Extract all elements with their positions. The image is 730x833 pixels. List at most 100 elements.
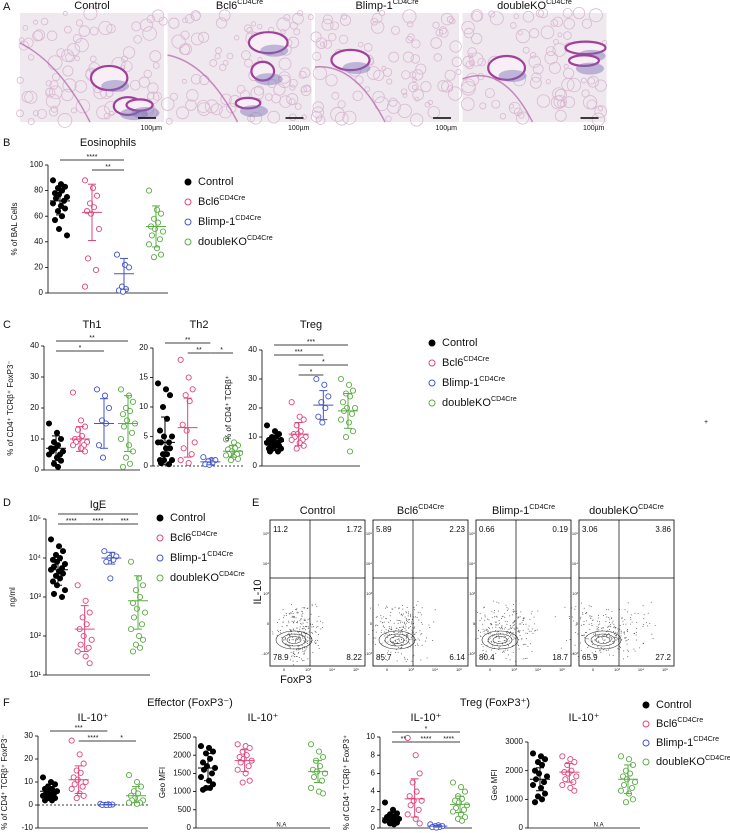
data-point <box>199 759 207 766</box>
flow-event <box>372 641 374 643</box>
significance-label: ** <box>95 508 101 515</box>
flow-event <box>295 609 297 611</box>
flow-event <box>318 615 320 617</box>
alveolus <box>588 8 603 23</box>
data-point <box>125 799 133 806</box>
flow-x-tick: 10⁵ <box>353 667 359 672</box>
significance-label: * <box>425 726 428 733</box>
flow-event <box>495 615 497 617</box>
flow-event <box>379 655 381 657</box>
flow-event <box>474 638 476 640</box>
data-point <box>625 756 633 763</box>
flow-event <box>408 622 410 624</box>
alveolus <box>334 111 349 126</box>
y-tick-label: 10⁵ <box>29 514 41 523</box>
flow-event <box>583 637 585 639</box>
flow-event <box>420 634 422 636</box>
flow-event <box>569 639 571 641</box>
flow-event <box>599 649 601 651</box>
flow-event <box>315 603 317 605</box>
flow-event <box>494 609 496 611</box>
y-axis-label: Geo MFI <box>490 769 499 800</box>
data-point <box>150 215 158 222</box>
flow-event <box>477 611 479 613</box>
flow-event <box>627 650 629 652</box>
flow-event <box>387 629 389 631</box>
data-point <box>208 770 216 777</box>
alveolus <box>130 79 141 91</box>
alveolus <box>149 50 162 63</box>
flow-event <box>304 607 306 609</box>
data-point <box>165 461 173 468</box>
flow-event <box>574 608 576 610</box>
flow-event <box>483 656 485 658</box>
flow-event <box>397 622 399 624</box>
flow-event <box>413 616 415 618</box>
flow-event <box>297 632 299 634</box>
flow-event <box>516 613 518 615</box>
alveolus <box>446 15 455 24</box>
alveolus <box>320 41 326 47</box>
legend-label-base: doubleKO <box>198 236 247 248</box>
alveolus <box>455 68 462 76</box>
y-tick-label: 2500 <box>173 732 191 741</box>
flow-event <box>491 623 493 625</box>
alveolus <box>151 9 165 22</box>
flow-contour <box>590 633 616 647</box>
image-title-base: Bcl6 <box>216 0 237 12</box>
flow-event <box>392 643 394 645</box>
scale-bar-label: 100µm <box>435 125 457 132</box>
flow-x-tick: 10⁴ <box>535 667 541 672</box>
flow-event <box>304 649 306 651</box>
data-point <box>84 255 92 262</box>
legend-label-base: doubleKO <box>170 572 219 584</box>
flow-event <box>296 611 298 613</box>
flow-event <box>510 631 512 633</box>
flow-event <box>531 651 533 653</box>
flow-event <box>311 623 313 625</box>
data-point <box>52 195 60 202</box>
alveolus <box>103 112 111 120</box>
alveolus <box>517 30 523 36</box>
alveolus <box>158 16 168 26</box>
flow-event <box>624 619 626 621</box>
flow-event <box>482 649 484 651</box>
flow-event <box>487 633 489 635</box>
flow-event <box>526 657 528 659</box>
flow-event <box>301 645 303 647</box>
data-point <box>127 558 135 565</box>
flow-event <box>499 622 501 624</box>
data-point <box>449 808 457 815</box>
flow-event <box>519 616 521 618</box>
alveolus <box>451 56 462 67</box>
flow-event <box>586 638 588 640</box>
alveolus <box>271 93 281 104</box>
flow-event <box>419 612 421 614</box>
y-tick-label: 10 <box>366 732 375 741</box>
flow-event <box>591 625 593 627</box>
flow-event <box>487 627 489 629</box>
flow-event <box>284 637 286 639</box>
flow-event <box>316 620 318 622</box>
flow-event <box>594 638 596 640</box>
data-point <box>245 763 252 770</box>
alveolus <box>294 103 302 110</box>
alveolus <box>594 79 607 92</box>
alveolus <box>310 31 322 43</box>
flow-event <box>413 607 415 609</box>
flow-event <box>405 634 407 636</box>
alveolus <box>499 113 507 120</box>
flow-event <box>278 631 280 633</box>
flow-event <box>311 603 313 605</box>
flow-event <box>606 616 608 618</box>
data-point <box>274 448 282 455</box>
y-tick-label: 0 <box>29 800 34 809</box>
flow-event <box>624 609 626 611</box>
flow-event <box>505 604 507 606</box>
flow-event <box>296 637 298 639</box>
flow-event <box>411 629 413 631</box>
flow-event <box>578 625 580 627</box>
flow-event <box>609 636 611 638</box>
flow-event <box>398 638 400 640</box>
data-point <box>318 777 326 784</box>
